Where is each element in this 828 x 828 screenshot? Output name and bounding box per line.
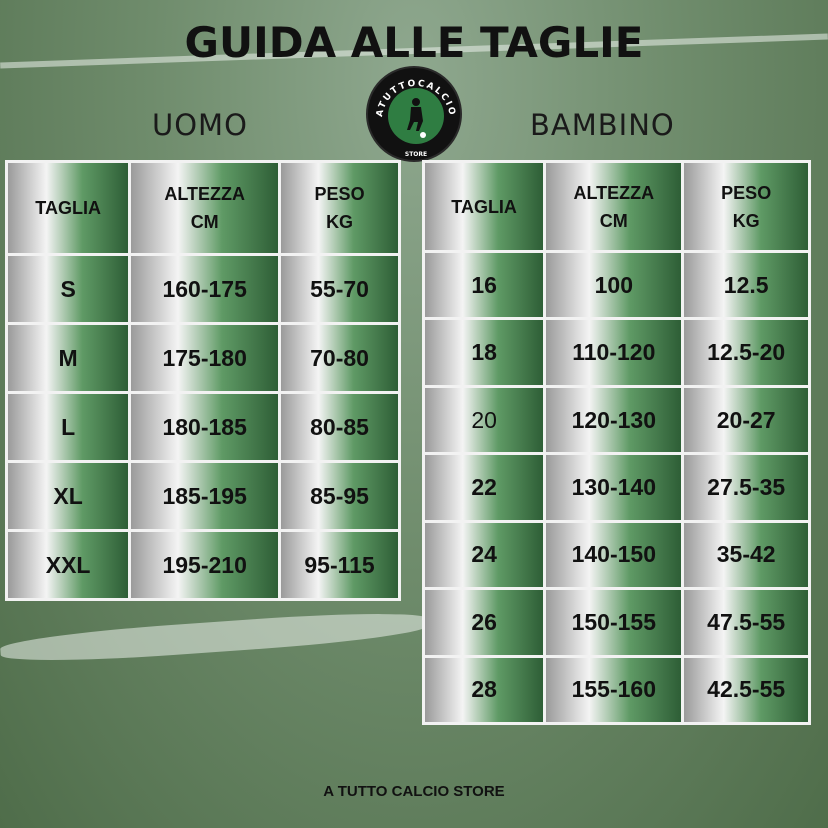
uomo-size-table: TAGLIA ALTEZZA CM PESO KG S 160-175 55-70 M 175…	[5, 160, 401, 601]
weight-cell: 27.5-35	[684, 455, 808, 520]
table-row: 28 155-160 42.5-55	[425, 657, 808, 722]
height-cell: 175-180	[131, 325, 279, 391]
weight-cell: 12.5-20	[684, 320, 808, 385]
table-row: 22 130-140 27.5-35	[425, 455, 808, 520]
table-row: L 180-185 80-85	[8, 394, 398, 460]
height-cell: 195-210	[131, 532, 279, 598]
weight-cell: 42.5-55	[684, 657, 808, 722]
size-cell: 26	[425, 590, 544, 655]
height-cell: 150-155	[546, 590, 682, 655]
size-cell: M	[8, 325, 129, 391]
size-cell: 28	[425, 657, 544, 722]
weight-cell: 35-42	[684, 522, 808, 588]
height-cell: 180-185	[131, 394, 279, 460]
table-row: XXL 195-210 95-115	[8, 532, 398, 598]
table-row: 16 100 12.5	[425, 253, 808, 318]
column-header: ALTEZZA CM	[546, 163, 682, 250]
weight-cell: 95-115	[281, 532, 398, 598]
bambino-label: BAMBINO	[530, 108, 675, 142]
weight-cell: 70-80	[281, 325, 398, 391]
height-cell: 185-195	[131, 463, 279, 529]
table-row: M 175-180 70-80	[8, 325, 398, 391]
size-cell: 24	[425, 522, 544, 588]
header-row: TAGLIA ALTEZZA CM PESO KG	[425, 163, 808, 250]
height-cell: 110-120	[546, 320, 682, 385]
column-header: ALTEZZA CM	[131, 163, 279, 253]
table-row: XL 185-195 85-95	[8, 463, 398, 529]
size-cell: XL	[8, 463, 129, 529]
size-cell: 20	[425, 387, 544, 453]
bambino-size-table: TAGLIA ALTEZZA CM PESO KG 16 100 12.5 18 110-12…	[422, 160, 811, 725]
column-header: TAGLIA	[8, 163, 129, 253]
column-header: PESO KG	[684, 163, 808, 250]
column-header: TAGLIA	[425, 163, 544, 250]
table-row: S 160-175 55-70	[8, 256, 398, 322]
table-row: 18 110-120 12.5-20	[425, 320, 808, 385]
weight-cell: 47.5-55	[684, 590, 808, 655]
footer-text: A TUTTO CALCIO STORE	[323, 783, 505, 800]
weight-cell: 80-85	[281, 394, 398, 460]
weight-cell: 12.5	[684, 253, 808, 318]
weight-cell: 20-27	[684, 387, 808, 453]
height-cell: 160-175	[131, 256, 279, 322]
size-cell: S	[8, 256, 129, 322]
size-cell: L	[8, 394, 129, 460]
height-cell: 155-160	[546, 657, 682, 722]
weight-cell: 85-95	[281, 463, 398, 529]
size-cell: 18	[425, 320, 544, 385]
table-row: 20 120-130 20-27	[425, 387, 808, 453]
height-cell: 130-140	[546, 455, 682, 520]
height-cell: 120-130	[546, 387, 682, 453]
field-line	[0, 607, 431, 667]
player-icon	[407, 98, 423, 131]
logo-subtext: STORE	[405, 151, 427, 158]
height-cell: 140-150	[546, 522, 682, 588]
store-logo: ATUTTOCALCIO STORE	[366, 66, 462, 162]
table-row: 24 140-150 35-42	[425, 522, 808, 588]
weight-cell: 55-70	[281, 256, 398, 322]
column-header: PESO KG	[281, 163, 398, 253]
uomo-label: UOMO	[152, 108, 248, 142]
header-row: TAGLIA ALTEZZA CM PESO KG	[8, 163, 398, 253]
page-title: GUIDA ALLE TAGLIE	[184, 18, 644, 67]
table-row: 26 150-155 47.5-55	[425, 590, 808, 655]
height-cell: 100	[546, 253, 682, 318]
size-cell: XXL	[8, 532, 129, 598]
size-cell: 22	[425, 455, 544, 520]
size-cell: 16	[425, 253, 544, 318]
